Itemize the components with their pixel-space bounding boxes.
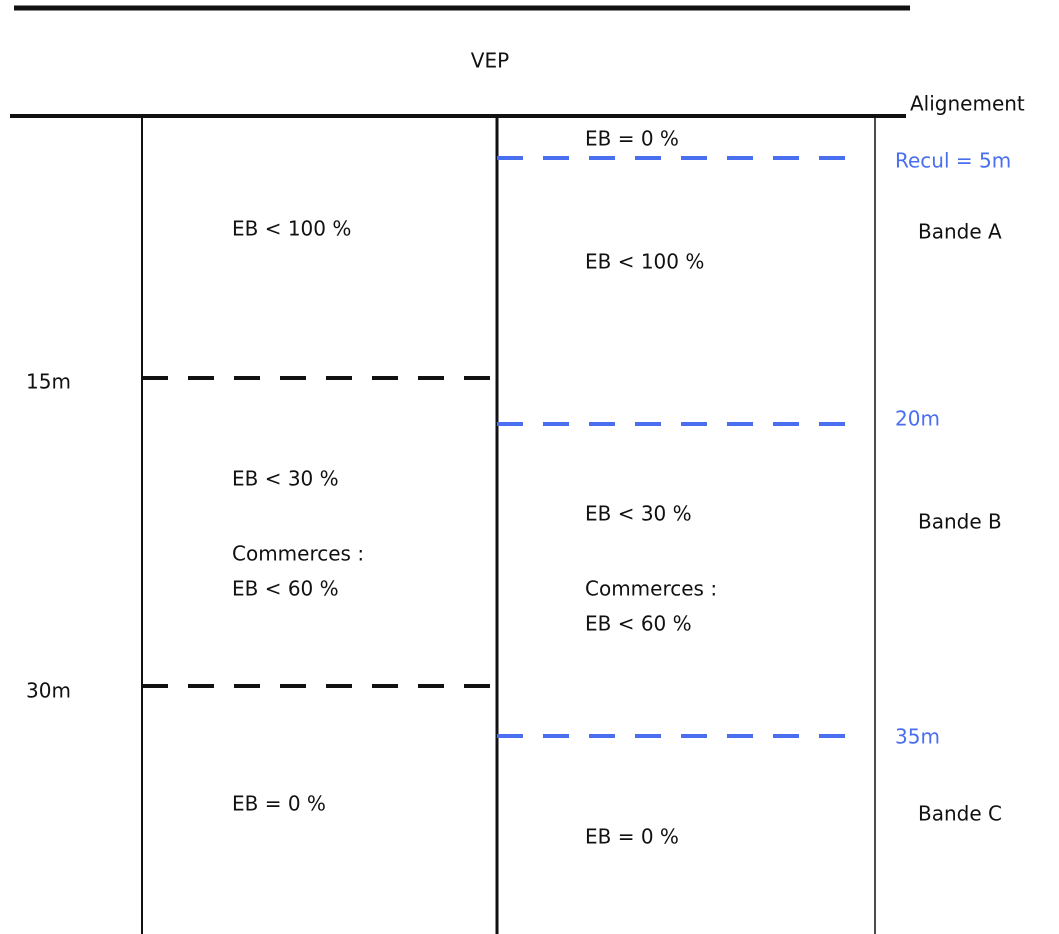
band-label: Bande B — [918, 510, 1002, 534]
cell-text: EB = 0 % — [585, 127, 679, 151]
limit-label: Recul = 5m — [895, 149, 1011, 173]
cell-text: EB < 30 % — [232, 467, 339, 491]
cell-text: EB < 100 % — [585, 250, 704, 274]
cell-text: Commerces : — [585, 577, 717, 601]
limit-label: 35m — [895, 725, 940, 749]
boundary-label: Alignement — [910, 92, 1025, 116]
cell-text: EB = 0 % — [232, 792, 326, 816]
cell-text: EB < 100 % — [232, 217, 351, 241]
band-label: Bande C — [918, 802, 1002, 826]
road-label: VEP — [471, 49, 509, 73]
band-label: Bande A — [918, 220, 1002, 244]
limit-label: 15m — [26, 370, 71, 394]
limit-label: 20m — [895, 407, 940, 431]
cell-text: EB < 60 % — [585, 612, 692, 636]
cell-text: Commerces : — [232, 542, 364, 566]
limit-label: 30m — [26, 679, 71, 703]
cell-text: EB < 30 % — [585, 502, 692, 526]
cell-text: EB = 0 % — [585, 825, 679, 849]
cell-text: EB < 60 % — [232, 577, 339, 601]
